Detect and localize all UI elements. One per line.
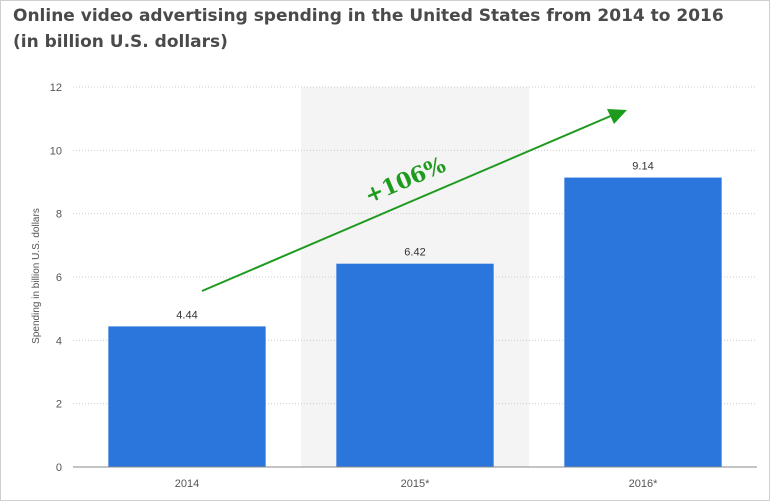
y-tick-label: 8 [56, 209, 62, 221]
data-label: 6.42 [404, 247, 425, 259]
y-tick-label: 0 [56, 462, 62, 474]
growth-arrow [201, 109, 627, 292]
bar [108, 326, 266, 467]
data-label: 4.44 [176, 309, 197, 321]
x-tick-label: 2016* [629, 478, 658, 490]
y-tick-label: 12 [50, 82, 62, 94]
y-tick-label: 10 [50, 145, 62, 157]
y-tick-label: 6 [56, 272, 62, 284]
bar [336, 263, 494, 467]
chart-title: Online video advertising spending in the… [13, 6, 724, 52]
y-axis-label: Spending in billion U.S. dollars [31, 208, 42, 344]
y-tick-label: 2 [56, 399, 62, 411]
x-tick-label: 2015* [401, 478, 430, 490]
data-label: 9.14 [632, 161, 653, 173]
x-tick-label: 2014 [175, 478, 199, 490]
bar [564, 177, 722, 468]
y-tick-label: 4 [56, 335, 62, 347]
